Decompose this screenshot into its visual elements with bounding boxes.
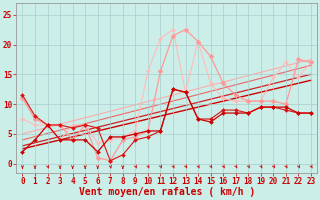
X-axis label: Vent moyen/en rafales ( km/h ): Vent moyen/en rafales ( km/h ) bbox=[79, 187, 255, 197]
